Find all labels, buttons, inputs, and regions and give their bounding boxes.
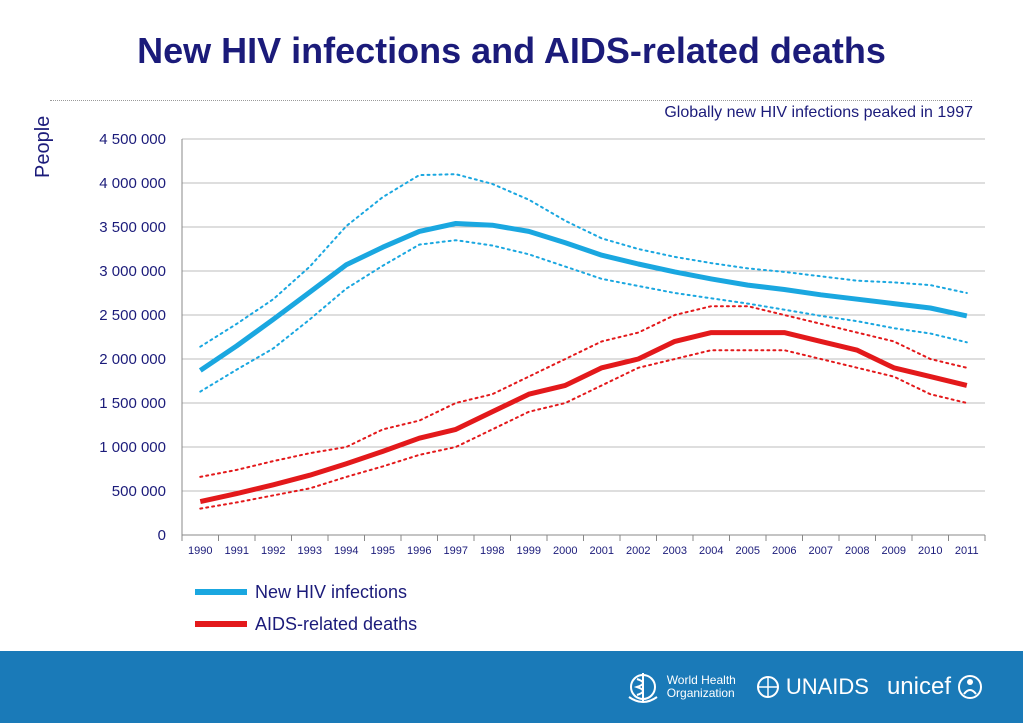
- x-tick-label: 1995: [371, 545, 395, 557]
- unicef-logo: unicef: [887, 672, 985, 702]
- slide-title: New HIV infections and AIDS-related deat…: [137, 30, 886, 71]
- x-tick-label: 2001: [590, 545, 614, 557]
- series-line-new-hiv-infections: [198, 221, 968, 373]
- y-tick-label: 1 500 000: [99, 395, 166, 412]
- y-tick-label: 0: [158, 527, 166, 544]
- chart-legend: New HIV infections AIDS-related deaths: [195, 576, 417, 640]
- footer-bar: World Health Organization UNAIDS unicef: [0, 651, 1023, 723]
- title-divider: [50, 100, 972, 101]
- x-tick-label: 1996: [407, 545, 431, 557]
- x-tick-label: 1992: [261, 545, 285, 557]
- legend-label-aids-related-deaths: AIDS-related deaths: [255, 613, 418, 634]
- x-tick-label: 2005: [736, 545, 760, 557]
- x-tick-label: 1991: [225, 545, 249, 557]
- x-tick-label: 2006: [772, 545, 796, 557]
- series-upper-bound-aids-related-deaths: [199, 305, 968, 478]
- y-tick-label: 3 500 000: [99, 219, 166, 236]
- series-lower-bound-aids-related-deaths: [199, 349, 968, 510]
- legend-item-new-hiv-infections: New HIV infections: [195, 576, 417, 608]
- y-tick-label: 1 000 000: [99, 439, 166, 456]
- unicef-logo-text: unicef: [886, 673, 951, 700]
- x-tick-label: 2003: [663, 545, 687, 557]
- legend-swatch-new-hiv-infections: [195, 589, 247, 595]
- y-tick-label: 2 000 000: [99, 351, 166, 368]
- series-lines: [198, 173, 968, 510]
- x-tick-label: 2011: [955, 545, 979, 557]
- unaids-logo-text: UNAIDS: [785, 674, 869, 699]
- x-tick-label: 2010: [918, 545, 942, 557]
- chart-subtitle: Globally new HIV infections peaked in 19…: [664, 104, 973, 121]
- un-emblem-icon: [756, 676, 779, 698]
- legend-swatch-aids-related-deaths: [195, 621, 247, 627]
- y-tick-label: 2 500 000: [99, 307, 166, 324]
- x-tick-labels: 1990 1991 1992 1993 1994 1995 1996 1997 1998 1999…: [188, 545, 979, 557]
- who-logo-line1: World Health: [666, 673, 736, 687]
- y-tick-label: 500 000: [112, 483, 166, 500]
- unicef-emblem-icon: [958, 675, 982, 699]
- who-logo-line2: Organization: [666, 686, 735, 700]
- partner-logos: World Health Organization UNAIDS unicef: [623, 651, 985, 723]
- y-tick-label: 4 500 000: [99, 131, 166, 148]
- x-tick-label: 2002: [626, 545, 650, 557]
- unaids-logo: UNAIDS: [754, 673, 869, 701]
- series-line-aids-related-deaths: [199, 330, 968, 505]
- x-tick-label: 1998: [480, 545, 504, 557]
- legend-label-new-hiv-infections: New HIV infections: [255, 581, 408, 602]
- who-logo: World Health Organization: [623, 667, 736, 707]
- x-tick-label: 2000: [553, 545, 577, 557]
- y-tick-labels: 0 500 000 1 000 000 1 500 000 2 000 000 2 500…: [99, 131, 166, 544]
- x-tick-label: 2009: [882, 545, 906, 557]
- x-tick-label: 1993: [298, 545, 322, 557]
- x-tick-label: 2007: [809, 545, 833, 557]
- x-tick-label: 1994: [334, 545, 358, 557]
- grid-lines: [181, 138, 986, 541]
- legend-item-aids-related-deaths: AIDS-related deaths: [195, 608, 417, 640]
- x-tick-label: 2008: [845, 545, 869, 557]
- x-tick-label: 1999: [517, 545, 541, 557]
- who-emblem-icon: [628, 673, 658, 703]
- series-upper-bound-new-hiv-infections: [199, 173, 968, 348]
- line-chart: 0 500 000 1 000 000 1 500 000 2 000 000 2 500…: [99, 131, 986, 557]
- y-tick-label: 4 000 000: [99, 175, 166, 192]
- x-tick-label: 1997: [444, 545, 468, 557]
- series-lower-bound-new-hiv-infections: [199, 239, 968, 393]
- x-tick-label: 2004: [699, 545, 723, 557]
- y-tick-label: 3 000 000: [99, 263, 166, 280]
- x-tick-label: 1990: [188, 545, 212, 557]
